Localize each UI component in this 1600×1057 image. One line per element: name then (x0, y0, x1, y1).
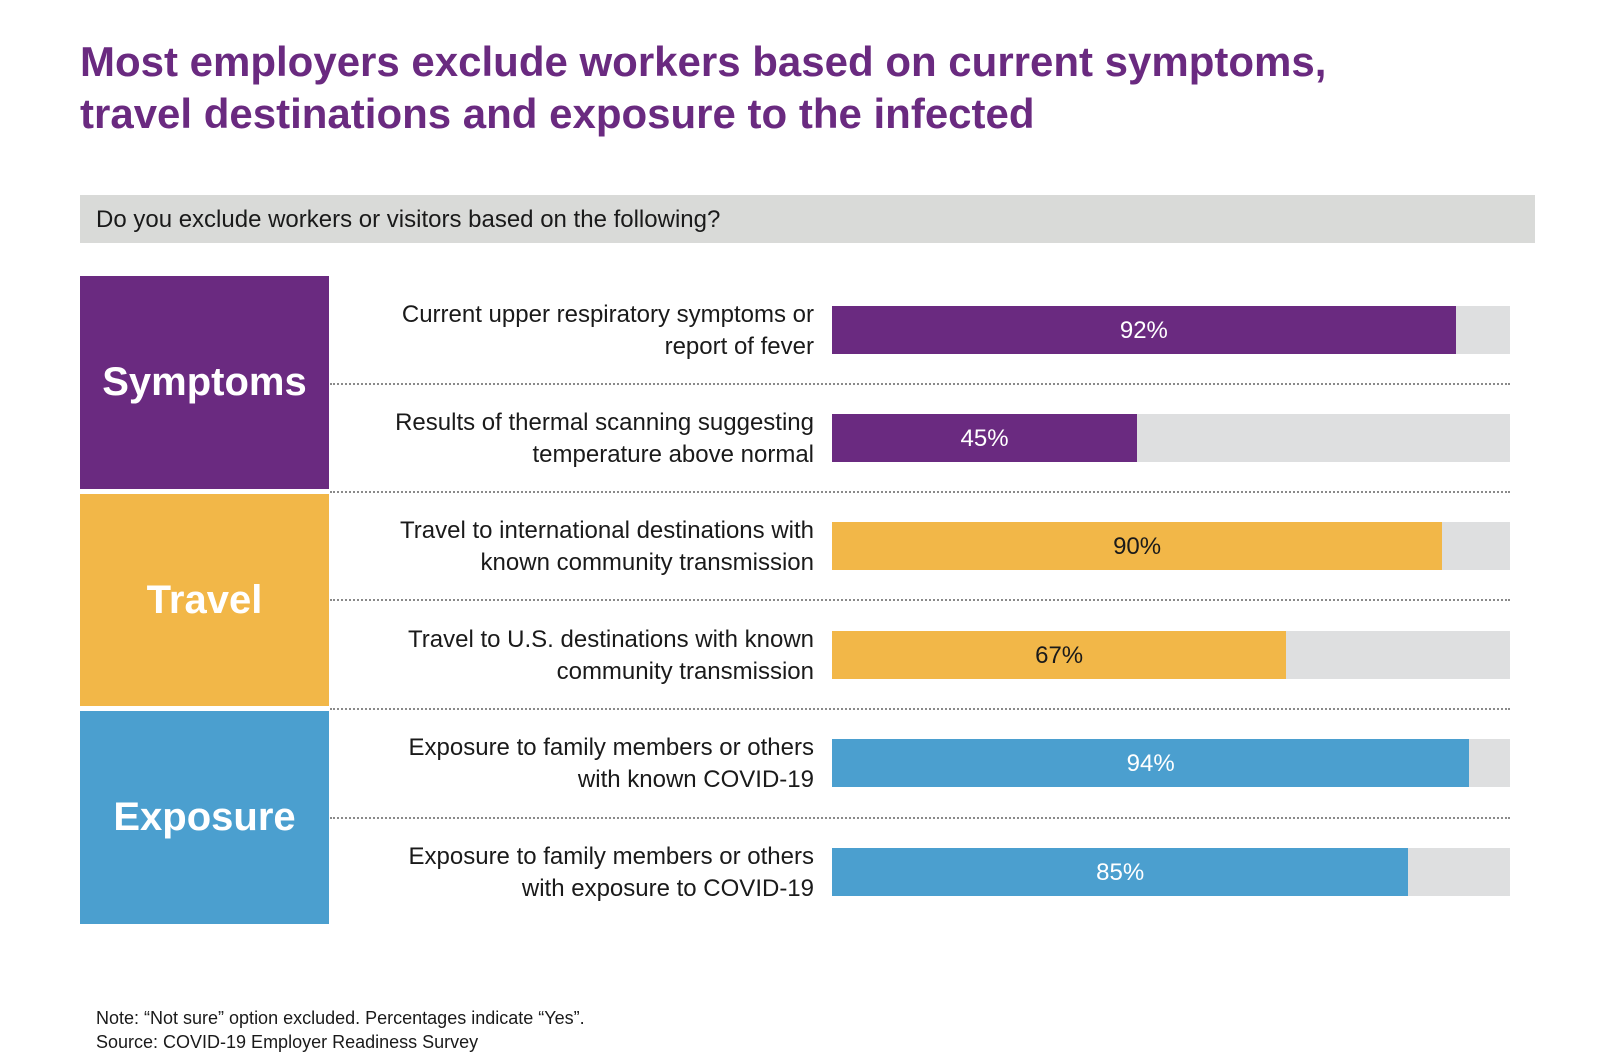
bar-fill-thermal (832, 414, 1138, 462)
category-travel: Travel (80, 494, 329, 706)
row-label-thermal: Results of thermal scanning suggesting t… (330, 407, 814, 471)
row-label-line: report of fever (664, 333, 814, 360)
row-label-line: Results of thermal scanning suggesting (395, 409, 814, 436)
bar-track: 92% (832, 306, 1510, 354)
row-label-line: Travel to international destinations wit… (400, 517, 814, 544)
bar-fill-intl-travel (832, 522, 1443, 570)
row-label-intl-travel: Travel to international destinations wit… (330, 515, 814, 579)
row-label-line: Travel to U.S. destinations with known (408, 626, 814, 653)
bar-track: 85% (832, 848, 1510, 896)
row-label-line: temperature above normal (532, 441, 814, 468)
chart-title: Most employers exclude workers based on … (80, 36, 1540, 140)
footnote: Note: “Not sure” option excluded. Percen… (96, 1008, 585, 1028)
row-label-line: Exposure to family members or others (408, 843, 814, 870)
row-divider (330, 491, 1510, 493)
bar-fill-us-travel (832, 631, 1287, 679)
bar-fill-exposure-covid (832, 848, 1409, 896)
row-divider (330, 599, 1510, 601)
bar-value-label: 94% (1126, 750, 1175, 777)
title-line-2: travel destinations and exposure to the … (80, 90, 1035, 137)
row-divider (330, 708, 1510, 710)
row-label-line: Current upper respiratory symptoms or (401, 301, 814, 328)
row-divider (330, 817, 1510, 819)
row-label-line: known community transmission (480, 549, 814, 576)
bar-track: 90% (832, 522, 1510, 570)
bar-value-label: 67% (1035, 642, 1084, 669)
question-banner: Do you exclude workers or visitors based… (80, 195, 1535, 243)
row-label-fever: Current upper respiratory symptoms or re… (330, 299, 814, 363)
title-line-1: Most employers exclude workers based on … (80, 38, 1327, 85)
bar-track: 67% (832, 631, 1510, 679)
category-symptoms: Symptoms (80, 276, 329, 489)
bar-track: 45% (832, 414, 1510, 462)
row-divider (330, 383, 1510, 385)
bar-value-label: 85% (1096, 859, 1145, 886)
bar-value-label: 90% (1113, 533, 1162, 560)
bar-fill-fever (832, 306, 1456, 354)
bar-track: 94% (832, 739, 1510, 787)
row-label-line: community transmission (556, 658, 814, 685)
row-label-line: with exposure to COVID-19 (521, 875, 814, 902)
row-label-exposure-covid: Exposure to family members or others wit… (330, 841, 814, 905)
row-label-known-covid: Exposure to family members or others wit… (330, 732, 814, 796)
row-label-line: Exposure to family members or others (408, 734, 814, 761)
bar-value-label: 92% (1119, 317, 1168, 344)
category-exposure-label: Exposure (113, 795, 296, 839)
row-label-line: with known COVID-19 (577, 766, 814, 793)
category-exposure: Exposure (80, 711, 329, 924)
question-text: Do you exclude workers or visitors based… (96, 206, 721, 233)
source-note: Source: COVID-19 Employer Readiness Surv… (96, 1032, 479, 1052)
category-symptoms-label: Symptoms (102, 360, 307, 404)
category-travel-label: Travel (146, 577, 263, 622)
bar-fill-known-covid (832, 739, 1470, 787)
row-label-us-travel: Travel to U.S. destinations with known c… (330, 624, 814, 688)
bar-value-label: 45% (960, 425, 1009, 452)
